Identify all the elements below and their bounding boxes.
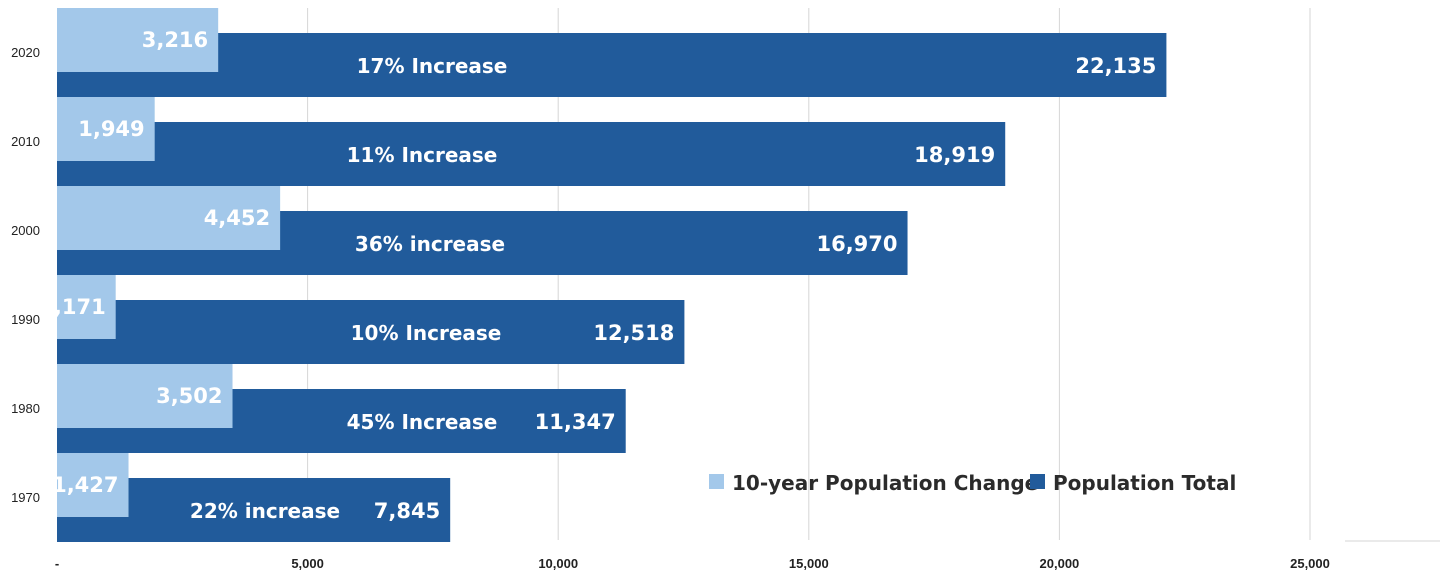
y-tick-label: 1970 <box>11 490 40 505</box>
bar-population-change <box>57 275 116 339</box>
data-label-total: 22,135 <box>1075 54 1156 78</box>
legend: 10-year Population Change Population Tot… <box>709 471 1236 495</box>
percent-change-annotation: 10% Increase <box>351 321 502 345</box>
bar-population-change <box>57 186 281 250</box>
x-axis: - 5,000 10,000 15,000 20,000 25,000 <box>55 556 1330 571</box>
bar-population-total <box>57 122 1006 186</box>
data-labels: 3,216 22,135 17% Increase 1,949 18,919 11% In… <box>39 28 1156 523</box>
legend-label-total: Population Total <box>1053 471 1236 495</box>
bar-population-change <box>57 8 219 72</box>
bars <box>57 8 1167 542</box>
y-tick-label: 1980 <box>11 401 40 416</box>
data-label-total: 11,347 <box>535 410 616 434</box>
percent-change-annotation: 22% increase <box>190 499 340 523</box>
x-tick-label: 15,000 <box>789 556 829 571</box>
data-label-change: 1,949 <box>78 117 144 141</box>
data-label-change: 1,427 <box>52 473 118 497</box>
bar-population-change <box>57 97 155 161</box>
data-label-total: 7,845 <box>374 499 440 523</box>
data-label-change: 4,452 <box>204 206 270 230</box>
data-label-change: 1,171 <box>39 295 105 319</box>
percent-change-annotation: 17% Increase <box>357 54 508 78</box>
percent-change-annotation: 11% Increase <box>347 143 498 167</box>
legend-label-change: 10-year Population Change <box>732 471 1038 495</box>
bar-population-change <box>57 364 233 428</box>
data-label-total: 12,518 <box>593 321 674 345</box>
data-label-total: 16,970 <box>816 232 897 256</box>
percent-change-annotation: 45% Increase <box>347 410 498 434</box>
y-tick-label: 2000 <box>11 223 40 238</box>
legend-swatch-change <box>709 474 724 489</box>
legend-swatch-total <box>1030 474 1045 489</box>
bar-population-total <box>57 33 1167 97</box>
x-tick-label: 20,000 <box>1040 556 1080 571</box>
y-tick-label: 2010 <box>11 134 40 149</box>
y-tick-label: 2020 <box>11 45 40 60</box>
bar-population-change <box>57 453 129 517</box>
x-tick-label: 10,000 <box>538 556 578 571</box>
y-axis: 2020 2010 2000 1990 1980 1970 <box>11 45 40 505</box>
bar-population-total <box>57 300 685 364</box>
y-tick-label: 1990 <box>11 312 40 327</box>
x-tick-label: 25,000 <box>1290 556 1330 571</box>
data-label-change: 3,502 <box>156 384 222 408</box>
x-tick-label: - <box>55 556 59 571</box>
percent-change-annotation: 36% increase <box>355 232 505 256</box>
data-label-change: 3,216 <box>142 28 208 52</box>
data-label-total: 18,919 <box>914 143 995 167</box>
x-tick-label: 5,000 <box>291 556 324 571</box>
